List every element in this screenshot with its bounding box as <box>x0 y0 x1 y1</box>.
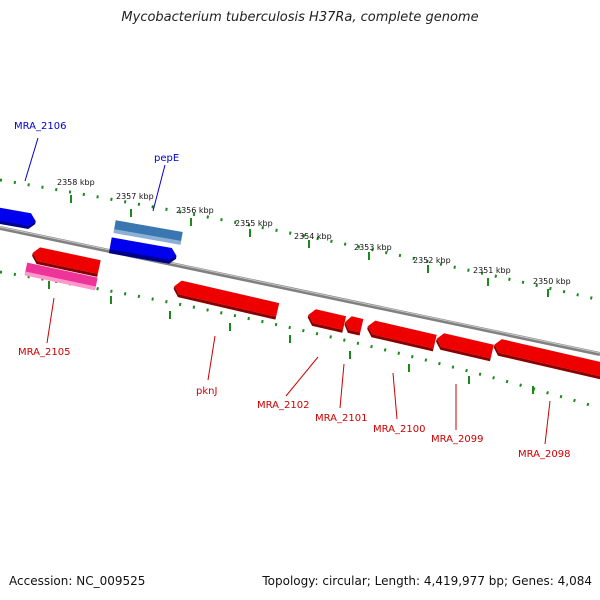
gene-arrow-MRA_2098[interactable] <box>492 338 600 381</box>
gene-label[interactable]: MRA_2100 <box>373 424 425 435</box>
gene-label[interactable]: pepE <box>154 153 179 164</box>
gene-arrow-pepE[interactable] <box>113 220 183 245</box>
map-title: Mycobacterium tuberculosis H37Ra, comple… <box>121 10 479 25</box>
genome-info-text: Topology: circular; Length: 4,419,977 bp… <box>262 574 592 588</box>
gene-arrow-MRA_2099[interactable] <box>434 332 494 362</box>
gene-arrow-MRA_2101[interactable] <box>343 315 364 336</box>
gene-label[interactable]: MRA_2099 <box>431 434 483 445</box>
gene-arrow-MRA_2105[interactable] <box>31 246 101 277</box>
inner-major-ticks <box>48 281 534 394</box>
accession-text: Accession: NC_009525 <box>9 574 146 588</box>
scale-label: 2350 kbp <box>533 277 571 286</box>
scale-label: 2352 kbp <box>413 256 451 265</box>
gene-label[interactable]: MRA_2105 <box>18 347 70 358</box>
scale-label: 2353 kbp <box>354 243 392 252</box>
gene-arrow-MRA_2102[interactable] <box>306 308 347 333</box>
gene-label[interactable]: pknJ <box>196 386 217 397</box>
scale-label: 2351 kbp <box>473 266 511 275</box>
scale-label: 2355 kbp <box>235 219 273 228</box>
genome-backbone-highlight <box>0 226 600 354</box>
gene-label[interactable]: MRA_2101 <box>315 413 367 424</box>
outer-major-ticks <box>70 195 549 297</box>
scale-label: 2356 kbp <box>176 206 214 215</box>
label-leader-lines <box>24 137 551 445</box>
gene-label[interactable]: MRA_2106 <box>14 121 66 132</box>
gene-arrow-MRA_2106[interactable] <box>0 206 37 230</box>
scale-label: 2358 kbp <box>57 178 95 187</box>
gene-arrow-pknJ[interactable] <box>172 279 280 320</box>
gene-arrow-MRA_2105-pseudo[interactable] <box>24 262 98 291</box>
gene-label[interactable]: MRA_2098 <box>518 449 570 460</box>
gene-arrow-pepE-lower[interactable] <box>108 237 178 264</box>
gene-arrow-MRA_2100[interactable] <box>366 319 437 352</box>
scale-label: 2354 kbp <box>294 232 332 241</box>
gene-label[interactable]: MRA_2102 <box>257 400 309 411</box>
scale-label: 2357 kbp <box>116 192 154 201</box>
genome-backbone <box>0 226 600 356</box>
